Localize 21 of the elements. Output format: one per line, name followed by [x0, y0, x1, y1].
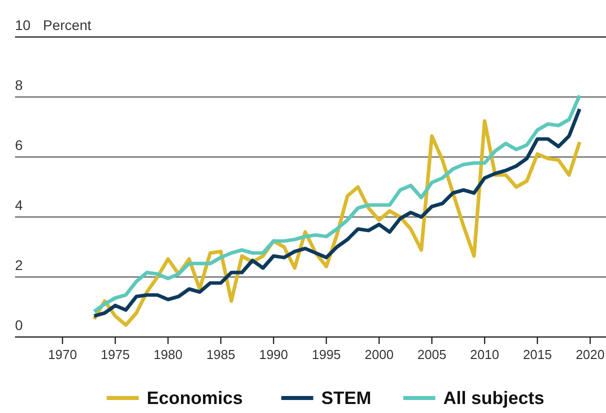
- x-tick-label: 1970: [48, 347, 77, 362]
- legend-label: STEM: [321, 388, 372, 408]
- legend-label: All subjects: [443, 388, 544, 408]
- x-tick-label: 1980: [154, 347, 182, 362]
- y-tick-label: 8: [15, 77, 23, 93]
- y-tick-label: 4: [15, 197, 23, 213]
- x-tick-label: 2005: [417, 347, 446, 362]
- y-axis-title: Percent: [43, 17, 92, 33]
- x-tick-label: 1985: [206, 347, 236, 362]
- x-tick-label: 2020: [576, 347, 605, 362]
- x-tick-label: 1995: [312, 347, 341, 362]
- x-tick-label: 2015: [522, 347, 552, 362]
- x-tick-label: 1990: [259, 347, 288, 362]
- x-tick-label: 2000: [364, 347, 394, 362]
- x-tick-label: 1975: [100, 347, 130, 362]
- y-tick-label: 10: [15, 17, 31, 33]
- x-tick-label: 2010: [470, 347, 500, 362]
- y-tick-label: 6: [15, 137, 23, 153]
- y-tick-label: 0: [15, 317, 23, 333]
- legend-label: Economics: [146, 388, 243, 408]
- y-tick-label: 2: [15, 257, 23, 273]
